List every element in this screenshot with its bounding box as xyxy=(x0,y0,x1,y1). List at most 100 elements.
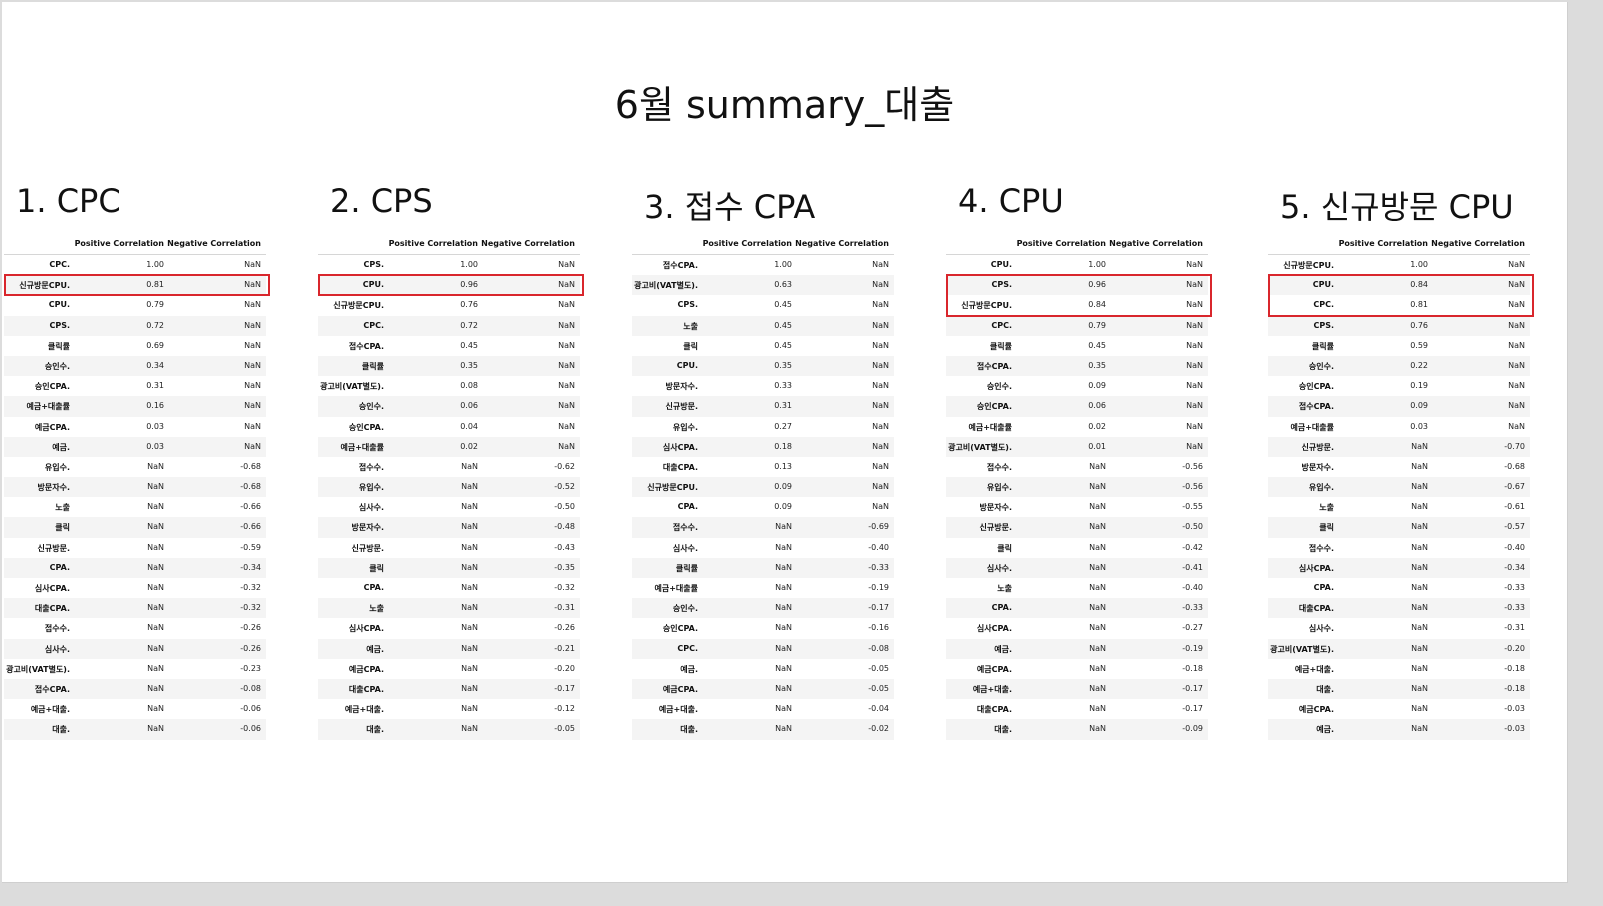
row-label: CPU. xyxy=(990,260,1012,269)
positive-value: NaN xyxy=(1089,603,1106,613)
table-row: 신규방문CPU. 0.81 NaN xyxy=(4,275,266,296)
positive-value: NaN xyxy=(147,562,164,572)
row-label: 예금+대출. xyxy=(1294,664,1334,674)
table-row: 예금CPA. NaN -0.03 xyxy=(1268,699,1530,719)
negative-value: NaN xyxy=(1508,260,1525,269)
row-label: 대출CPA. xyxy=(976,705,1012,715)
row-label: 광고비(VAT별도). xyxy=(6,664,70,674)
table-row: 신규방문. 0.31 NaN xyxy=(632,396,894,417)
table-row: 예금CPA. 0.03 NaN xyxy=(4,417,266,437)
positive-value: NaN xyxy=(775,704,792,714)
negative-value: -0.43 xyxy=(554,542,575,552)
positive-correlation-header: Positive Correlation xyxy=(1338,239,1428,248)
section-heading: 2. CPS xyxy=(330,182,433,220)
row-label: 신규방문CPU. xyxy=(1283,261,1334,270)
correlation-table: Positive Correlation Negative Correlation… xyxy=(1268,234,1534,740)
row-label: CPS. xyxy=(49,320,70,330)
table-row: 광고비(VAT별도). 0.01 NaN xyxy=(946,436,1208,457)
table-row: 클릭률 0.59 NaN xyxy=(1268,336,1530,356)
negative-value: -0.18 xyxy=(1504,663,1525,673)
negative-value: NaN xyxy=(244,300,261,310)
negative-value: NaN xyxy=(872,461,889,471)
negative-value: NaN xyxy=(244,441,261,451)
negative-value: NaN xyxy=(1508,340,1525,350)
row-label: 클릭률 xyxy=(361,361,384,371)
positive-value: NaN xyxy=(461,643,478,653)
table-row: 예금+대출. NaN -0.17 xyxy=(946,678,1208,700)
positive-value: 0.76 xyxy=(460,300,478,310)
table-row: 예금+대출률 0.02 NaN xyxy=(318,436,580,457)
positive-value: 1.00 xyxy=(460,260,478,269)
row-label: 예금CPA. xyxy=(976,664,1012,674)
positive-value: 0.33 xyxy=(774,381,792,391)
negative-value: -0.57 xyxy=(1504,522,1525,532)
table-row: CPU. 1.00 NaN xyxy=(946,255,1208,275)
table-row: 예금. 0.03 NaN xyxy=(4,436,266,457)
positive-value: 0.35 xyxy=(1088,360,1106,370)
positive-value: 0.02 xyxy=(460,441,478,451)
table-row: 클릭 0.45 NaN xyxy=(632,336,894,356)
table-row: CPS. 0.76 NaN xyxy=(1268,315,1530,336)
table-row: 접수CPA. 0.35 NaN xyxy=(946,355,1208,377)
negative-value: -0.20 xyxy=(1504,643,1525,653)
table-row: 방문자수. NaN -0.48 xyxy=(318,517,580,538)
negative-value: -0.18 xyxy=(1182,663,1203,673)
row-label: 대출CPA. xyxy=(348,684,384,694)
negative-value: -0.66 xyxy=(240,522,261,532)
row-label: 광고비(VAT별도). xyxy=(634,281,698,291)
positive-value: 0.03 xyxy=(146,441,164,451)
positive-value: 0.45 xyxy=(774,340,792,350)
table-row: 클릭 NaN -0.57 xyxy=(1268,517,1530,538)
row-label: 노출 xyxy=(55,503,70,513)
row-label: 클릭 xyxy=(1319,523,1334,533)
positive-value: 0.84 xyxy=(1088,300,1106,310)
table-header: Positive Correlation Negative Correlation xyxy=(318,234,580,255)
negative-value: -0.02 xyxy=(868,724,889,734)
positive-value: NaN xyxy=(1089,562,1106,572)
positive-value: NaN xyxy=(147,461,164,471)
row-label: 방문자수. xyxy=(351,523,384,533)
negative-value: -0.23 xyxy=(240,663,261,673)
negative-value: -0.59 xyxy=(240,542,261,552)
negative-value: NaN xyxy=(1508,421,1525,431)
table-row: 클릭률 0.69 NaN xyxy=(4,336,266,356)
negative-value: -0.33 xyxy=(1182,603,1203,613)
positive-value: NaN xyxy=(1089,482,1106,492)
table-row: 접수수. NaN -0.40 xyxy=(1268,538,1530,558)
negative-value: -0.62 xyxy=(554,461,575,471)
row-label: 노출 xyxy=(683,321,698,331)
table-row: 접수CPA. 1.00 NaN xyxy=(632,255,894,275)
table-row: 신규방문CPU. 0.09 NaN xyxy=(632,477,894,498)
table-row: 예금+대출. NaN -0.04 xyxy=(632,699,894,719)
positive-value: NaN xyxy=(1411,583,1428,592)
row-label: CPS. xyxy=(677,300,698,310)
row-label: 접수CPA. xyxy=(1298,402,1334,412)
positive-value: NaN xyxy=(1411,502,1428,512)
negative-value: -0.08 xyxy=(240,683,261,693)
highlight-box xyxy=(4,274,270,297)
negative-value: -0.50 xyxy=(554,502,575,512)
negative-value: NaN xyxy=(1186,401,1203,411)
table-row: 예금+대출. NaN -0.18 xyxy=(1268,659,1530,679)
positive-value: NaN xyxy=(147,583,164,592)
positive-value: NaN xyxy=(1089,583,1106,592)
table-row: 유입수. NaN -0.67 xyxy=(1268,477,1530,498)
row-label: CPC. xyxy=(677,643,698,653)
row-label: 신규방문CPU. xyxy=(19,281,70,291)
row-label: 신규방문. xyxy=(665,402,698,412)
row-label: 승인수. xyxy=(986,382,1012,392)
positive-value: NaN xyxy=(147,603,164,613)
table-row: 신규방문CPU. 0.76 NaN xyxy=(318,295,580,315)
row-label: 노출 xyxy=(1319,503,1334,513)
table-row: CPS. 0.96 NaN xyxy=(946,275,1208,296)
row-label: 유입수. xyxy=(358,483,384,493)
positive-value: NaN xyxy=(147,522,164,532)
positive-value: NaN xyxy=(147,724,164,734)
row-label: CPA. xyxy=(363,583,384,592)
table-row: 노출 NaN -0.66 xyxy=(4,497,266,517)
table-row: 예금+대출. NaN -0.12 xyxy=(318,699,580,719)
positive-value: NaN xyxy=(775,603,792,613)
row-label: CPA. xyxy=(991,603,1012,613)
negative-value: -0.08 xyxy=(868,643,889,653)
negative-value: -0.26 xyxy=(554,623,575,633)
